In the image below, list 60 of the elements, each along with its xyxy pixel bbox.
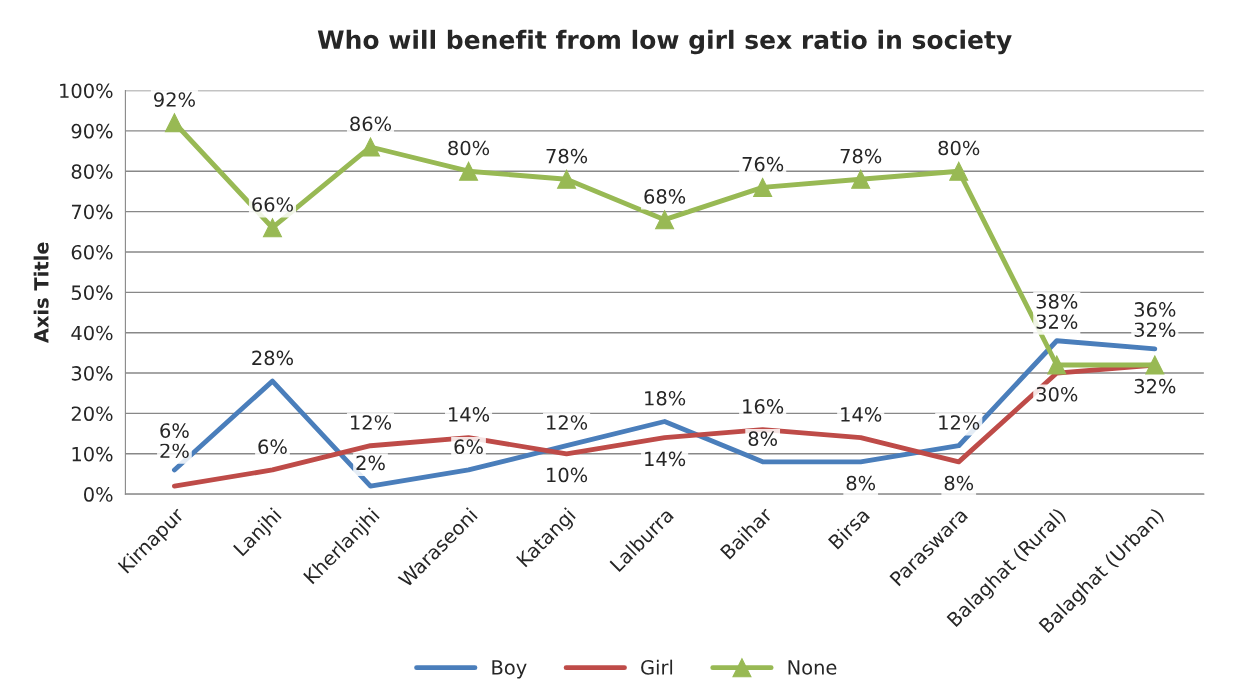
data-label: 8% — [748, 431, 778, 446]
data-label: 8% — [846, 475, 876, 491]
point — [557, 169, 577, 189]
data-label: 32% — [1036, 314, 1078, 329]
data-label: 12% — [351, 415, 392, 430]
point — [1047, 355, 1067, 375]
data-label: 6% — [258, 439, 287, 455]
point — [1145, 355, 1165, 375]
point — [262, 218, 283, 238]
y-tick-label: 0% — [84, 487, 113, 502]
data-label: 36% — [1134, 302, 1176, 317]
data-label: 12% — [547, 415, 588, 430]
data-label: 10% — [547, 467, 588, 483]
point — [753, 177, 773, 197]
point — [655, 210, 675, 230]
y-tick-label: 40% — [71, 325, 113, 341]
data-label: 12% — [939, 415, 980, 430]
data-label: 6% — [160, 423, 189, 438]
y-tick-label: 100% — [60, 83, 113, 99]
data-label: 38% — [1036, 294, 1078, 309]
legend-label: Boy — [492, 660, 527, 679]
data-label: 76% — [742, 156, 784, 172]
data-label: 16% — [743, 398, 784, 414]
data-label: 68% — [644, 189, 686, 204]
point — [458, 161, 479, 181]
data-label: 6% — [454, 439, 483, 455]
data-label: 32% — [1134, 378, 1176, 394]
data-label: 92% — [154, 92, 195, 107]
y-axis-title: Axis Title — [33, 242, 49, 344]
point — [851, 169, 871, 189]
data-label: 2% — [356, 455, 385, 471]
point — [164, 113, 184, 133]
y-tick-label: 20% — [71, 406, 113, 422]
data-label: 32% — [1134, 322, 1176, 337]
legend-label: Girl — [641, 659, 673, 675]
chart-title: Who will benefit from low girl sex ratio in society — [317, 29, 1012, 55]
data-label: 78% — [840, 148, 882, 164]
data-label: 80% — [448, 140, 490, 156]
y-tick-label: 10% — [72, 446, 113, 462]
data-label: 14% — [449, 407, 490, 422]
data-label: 14% — [841, 407, 882, 422]
point — [360, 137, 381, 157]
data-label: 2% — [160, 443, 189, 459]
data-label: 66% — [252, 197, 293, 212]
y-tick-label: 50% — [71, 285, 113, 300]
legend-label: None — [788, 660, 837, 675]
y-tick-label: 90% — [71, 123, 113, 139]
data-label: 30% — [1036, 386, 1078, 402]
y-tick-label: 60% — [71, 244, 113, 260]
y-tick-label: 80% — [71, 164, 113, 179]
data-label: 80% — [938, 140, 980, 156]
data-label: 8% — [944, 475, 974, 491]
y-tick-label: 30% — [71, 366, 113, 381]
data-label: 86% — [350, 116, 392, 132]
data-label: 14% — [645, 451, 686, 467]
y-tick-label: 70% — [71, 204, 113, 220]
point — [949, 161, 969, 181]
data-label: 18% — [645, 390, 686, 406]
data-label: 28% — [252, 350, 293, 366]
data-label: 78% — [546, 148, 588, 164]
